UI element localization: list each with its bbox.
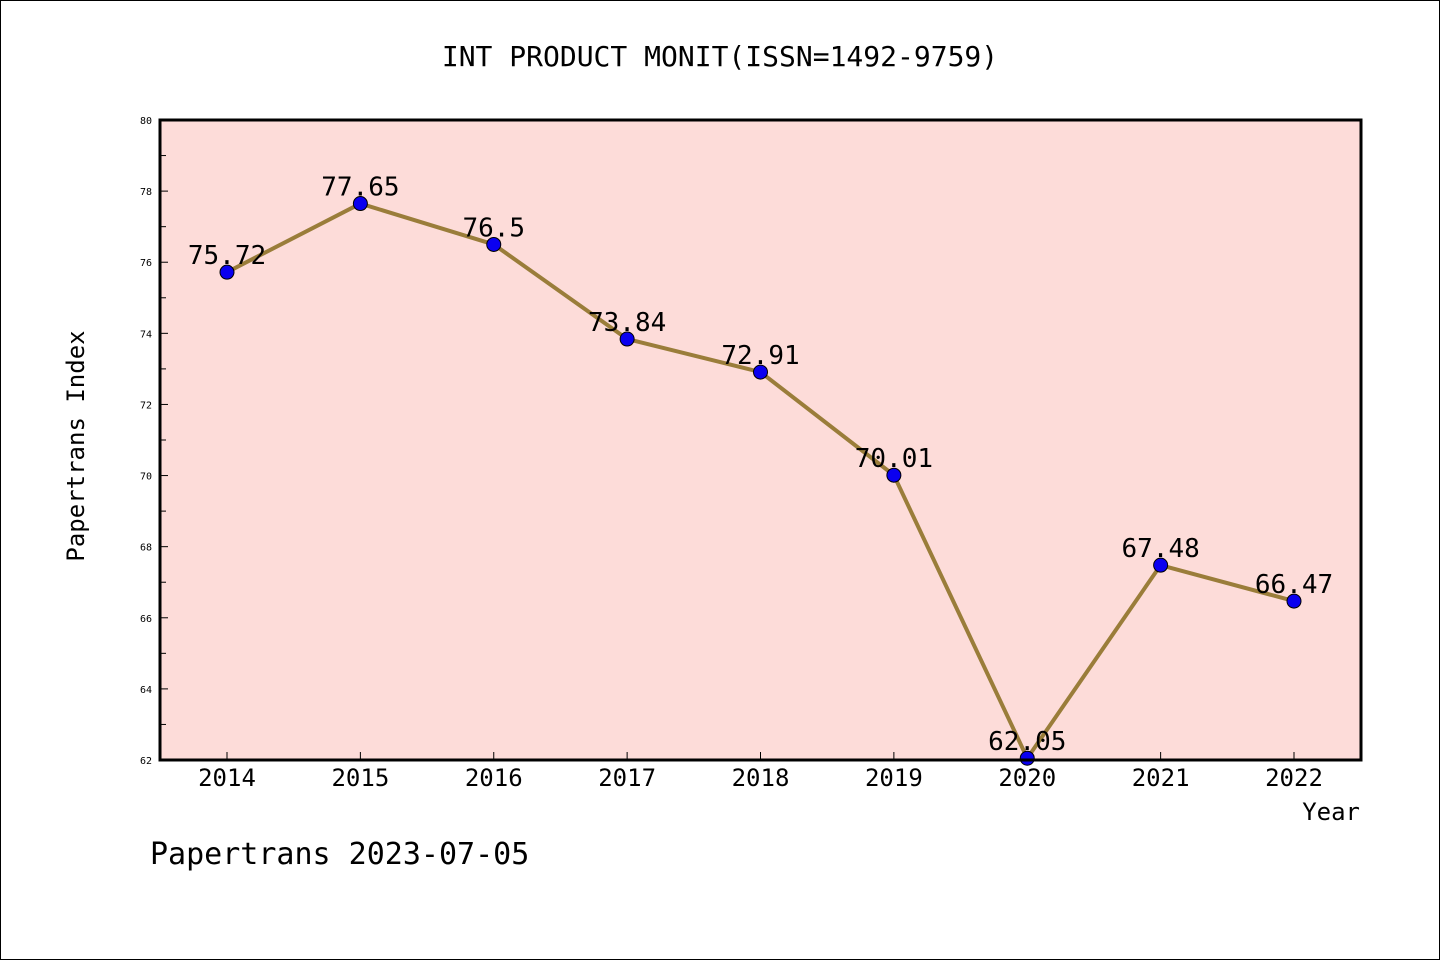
y-tick-label: 76 <box>140 258 152 269</box>
y-tick-label: 64 <box>140 685 152 696</box>
data-point <box>219 264 235 280</box>
data-label: 73.84 <box>588 308 666 338</box>
data-label: 70.01 <box>855 444 933 474</box>
data-label: 75.72 <box>188 241 266 271</box>
x-tick-label: 2015 <box>331 764 389 792</box>
x-tick-label: 2016 <box>465 764 523 792</box>
x-tick-label: 2021 <box>1132 764 1190 792</box>
y-tick-label: 78 <box>140 187 152 198</box>
data-point <box>1286 593 1302 609</box>
x-tick-label: 2019 <box>865 764 923 792</box>
data-label: 77.65 <box>321 173 399 203</box>
y-tick-label: 66 <box>140 614 152 625</box>
data-point <box>352 196 368 212</box>
data-labels: 75.72 77.65 76.5 73.84 72.91 70.01 62.05 67.48 6… <box>188 173 1333 758</box>
data-point <box>753 364 768 380</box>
series-markers <box>219 196 1302 766</box>
y-axis-label: Papertrans Index <box>62 330 90 561</box>
plot-border <box>158 118 1363 762</box>
y-tick-label: 68 <box>140 543 152 554</box>
y-axis-ticks: 62 64 66 68 70 72 74 76 78 80 <box>140 116 168 767</box>
data-label: 72.91 <box>721 341 799 371</box>
x-tick-label: 2018 <box>732 764 790 792</box>
data-point <box>486 236 502 252</box>
y-tick-label: 62 <box>140 756 152 767</box>
footer-text: Papertrans 2023-07-05 <box>150 837 529 872</box>
y-tick-label: 72 <box>140 400 152 411</box>
data-point <box>1153 557 1169 573</box>
data-point <box>619 331 635 347</box>
y-tick-label: 74 <box>140 329 152 340</box>
y-tick-label: 80 <box>140 116 152 127</box>
data-point <box>1019 750 1035 766</box>
data-label: 76.5 <box>462 213 525 243</box>
x-tick-label: 2014 <box>198 764 256 792</box>
plot-area <box>160 120 1361 760</box>
data-label: 67.48 <box>1121 534 1199 564</box>
y-tick-label: 70 <box>140 472 152 483</box>
x-tick-label: 2022 <box>1265 764 1323 792</box>
x-axis-label: Year <box>1302 798 1360 826</box>
x-tick-label: 2020 <box>998 764 1056 792</box>
x-tick-label: 2017 <box>598 764 656 792</box>
x-axis-ticks: 2014 2015 2016 2017 2018 2019 2020 2021 2022 <box>198 752 1323 792</box>
chart-title: INT PRODUCT MONIT(ISSN=1492-9759) <box>442 40 998 73</box>
data-label: 66.47 <box>1255 570 1333 600</box>
data-label: 62.05 <box>988 727 1066 757</box>
data-point <box>886 467 902 483</box>
